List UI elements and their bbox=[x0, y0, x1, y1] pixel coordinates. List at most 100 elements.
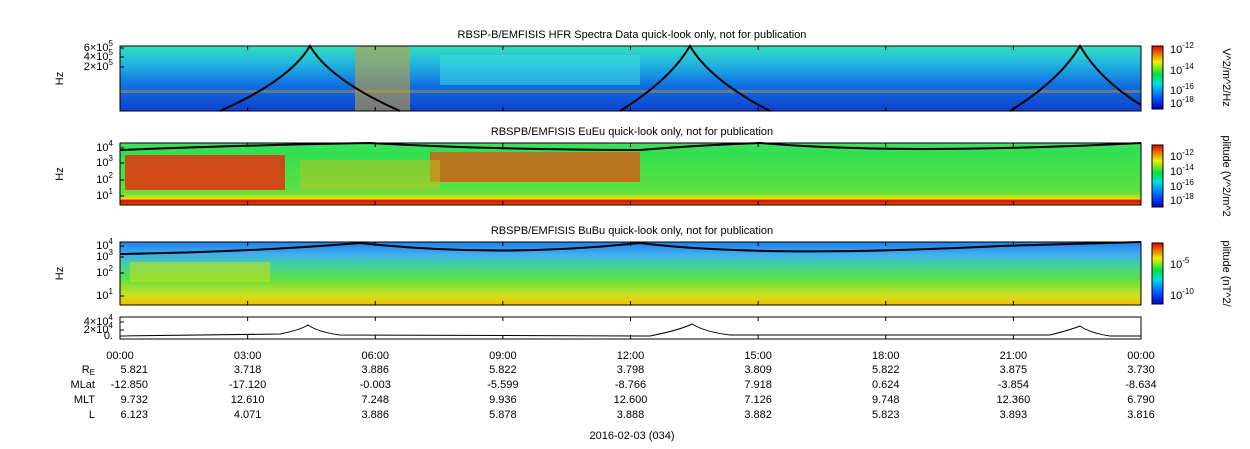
y-tick-label: 104 bbox=[96, 139, 113, 154]
ephemeris-value: -8.766 bbox=[615, 379, 646, 391]
label-exponent: -18 bbox=[1182, 95, 1194, 104]
label-base: 10 bbox=[96, 240, 108, 252]
label-base: 10 bbox=[1170, 44, 1182, 56]
label-exponent: 2 bbox=[109, 171, 114, 180]
row-label-text: MLT bbox=[74, 394, 95, 406]
label-exponent: -12 bbox=[1182, 148, 1194, 157]
ephemeris-value: 9.732 bbox=[120, 394, 148, 406]
colorbar-tick-label: 10-18 bbox=[1170, 95, 1194, 110]
colorbar-tick-label: 10-14 bbox=[1170, 163, 1194, 178]
colorbar-tick-label: 10-5 bbox=[1170, 256, 1190, 271]
colorbar-tick-label: 10-10 bbox=[1170, 287, 1194, 302]
y-axis-label: Hz bbox=[54, 167, 66, 180]
colorbar-tick-label: 10-14 bbox=[1170, 62, 1194, 77]
ephemeris-row-label: RE bbox=[82, 364, 95, 377]
x-tick-label: 03:00 bbox=[234, 350, 262, 362]
label-base: 10 bbox=[1170, 166, 1182, 178]
label-exponent: -10 bbox=[1182, 287, 1194, 296]
label-exponent: 3 bbox=[109, 248, 114, 257]
ephemeris-value: 5.821 bbox=[120, 364, 148, 376]
label-base: 10 bbox=[1170, 259, 1182, 271]
label-base: 6×10 bbox=[84, 42, 109, 54]
x-tick-label: 06:00 bbox=[361, 350, 389, 362]
label-exponent: 4 bbox=[109, 313, 114, 322]
ephemeris-value: 0.624 bbox=[872, 379, 900, 391]
label-exponent: 3 bbox=[109, 154, 114, 163]
ephemeris-value: 3.730 bbox=[1127, 364, 1155, 376]
ephemeris-value: -5.599 bbox=[487, 379, 518, 391]
ephemeris-value: -8.634 bbox=[1125, 379, 1156, 391]
panel-title: RBSP-B/EMFISIS HFR Spectra Data quick-lo… bbox=[458, 29, 807, 41]
colorbar-tick-label: 10-18 bbox=[1170, 192, 1194, 207]
ephemeris-value: -3.854 bbox=[998, 379, 1029, 391]
label-exponent: 5 bbox=[109, 58, 114, 67]
y-tick-label: 4×105 bbox=[84, 48, 114, 63]
label-exponent: 4 bbox=[109, 321, 114, 330]
ephemeris-value: 3.882 bbox=[744, 409, 772, 421]
x-tick-label: 09:00 bbox=[489, 350, 517, 362]
x-tick-label: 00:00 bbox=[1127, 350, 1155, 362]
ephemeris-value: 3.893 bbox=[1000, 409, 1028, 421]
label-base: 2×10 bbox=[84, 61, 109, 73]
ephemeris-value: 12.360 bbox=[997, 394, 1031, 406]
y-tick-label: 103 bbox=[96, 248, 113, 263]
label-base: 10 bbox=[1170, 195, 1182, 207]
spectrogram bbox=[119, 241, 1142, 305]
ephemeris-value: 3.875 bbox=[1000, 364, 1028, 376]
label-base: 4×10 bbox=[84, 51, 109, 63]
label-base: 10 bbox=[96, 142, 108, 154]
label-exponent: 1 bbox=[109, 187, 114, 196]
label-exponent: 1 bbox=[109, 287, 114, 296]
ephemeris-value: 7.126 bbox=[744, 394, 772, 406]
label-exponent: -5 bbox=[1182, 256, 1190, 265]
ephemeris-value: 5.822 bbox=[489, 364, 517, 376]
row-label-subscript: E bbox=[90, 368, 95, 377]
ephemeris-value: 7.248 bbox=[361, 394, 389, 406]
colorbar-tick-label: 10-16 bbox=[1170, 82, 1194, 97]
label-base: 10 bbox=[1170, 98, 1182, 110]
ephemeris-value: 3.886 bbox=[361, 364, 389, 376]
ephemeris-value: 12.600 bbox=[614, 394, 648, 406]
ephemeris-value: -12.850 bbox=[111, 379, 148, 391]
ephemeris-value: 12.610 bbox=[231, 394, 265, 406]
label-exponent: -12 bbox=[1182, 41, 1194, 50]
label-base: 10 bbox=[96, 174, 108, 186]
ephemeris-value: -0.003 bbox=[360, 379, 391, 391]
spectrogram bbox=[119, 141, 1142, 205]
label-exponent: 4 bbox=[109, 139, 114, 148]
ephemeris-value: 3.798 bbox=[617, 364, 645, 376]
colorbar bbox=[1151, 144, 1164, 208]
trace bbox=[119, 323, 1141, 337]
row-label-text: R bbox=[82, 364, 90, 376]
ephemeris-value: 3.816 bbox=[1127, 409, 1155, 421]
y-tick-label: 104 bbox=[96, 237, 113, 252]
ephemeris-value: 7.918 bbox=[744, 379, 772, 391]
label-base: 10 bbox=[1170, 65, 1182, 77]
label-base: 10 bbox=[96, 290, 108, 302]
ephemeris-value: 9.748 bbox=[872, 394, 900, 406]
ephemeris-value: 6.790 bbox=[1127, 394, 1155, 406]
x-tick-label: 18:00 bbox=[872, 350, 900, 362]
label-exponent: 4 bbox=[109, 237, 114, 246]
label-base: 10 bbox=[1170, 181, 1182, 193]
label-base: 10 bbox=[1170, 290, 1182, 302]
ephemeris-value: 6.123 bbox=[120, 409, 148, 421]
x-tick-label: 21:00 bbox=[1000, 350, 1028, 362]
y-axis-label: Hz bbox=[54, 267, 66, 280]
panel-title: RBSPB/EMFISIS BuBu quick-look only, not … bbox=[491, 225, 773, 237]
label-base: 10 bbox=[96, 157, 108, 169]
label-base: 10 bbox=[96, 251, 108, 263]
ephemeris-value: 5.878 bbox=[489, 409, 517, 421]
ephemeris-row-label: MLat bbox=[71, 379, 95, 391]
label-exponent: 5 bbox=[109, 48, 114, 57]
y-tick-label: 102 bbox=[96, 264, 113, 279]
ephemeris-value: 4.071 bbox=[234, 409, 262, 421]
colorbar-label: plitude (nT^2/ bbox=[1220, 240, 1232, 307]
y-tick-label: 0. bbox=[104, 330, 113, 342]
x-tick-label: 00:00 bbox=[106, 350, 134, 362]
colorbar-tick-label: 10-12 bbox=[1170, 148, 1194, 163]
ephemeris-row-label: MLT bbox=[74, 394, 95, 406]
label-exponent: -16 bbox=[1182, 82, 1194, 91]
row-label-text: L bbox=[89, 409, 95, 421]
colorbar-tick-label: 10-12 bbox=[1170, 41, 1194, 56]
